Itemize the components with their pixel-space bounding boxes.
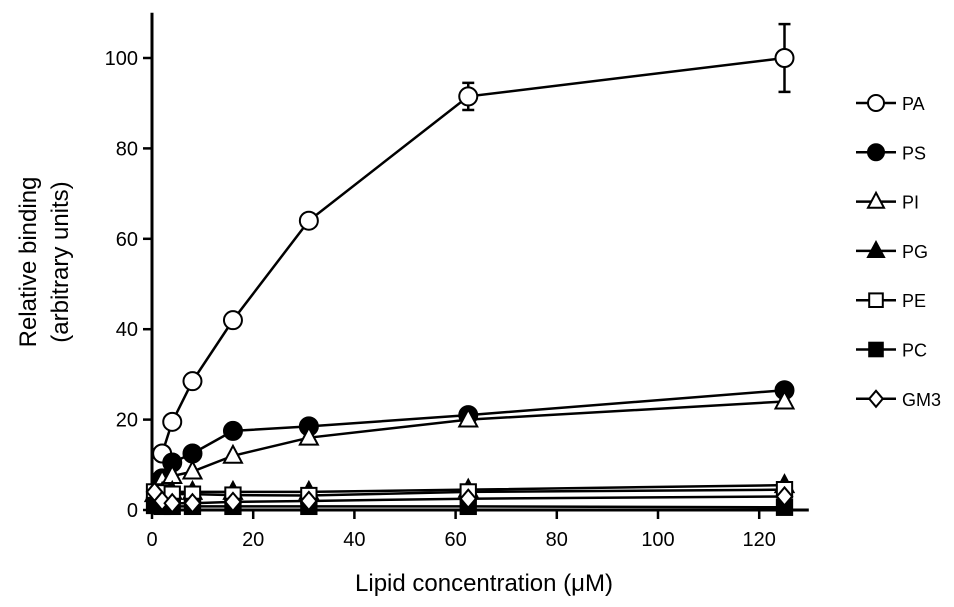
legend: PA PS PI PG PE PC GM3 xyxy=(856,94,941,410)
x-tick-label: 120 xyxy=(743,529,776,551)
series-layer xyxy=(143,22,796,516)
data-point-gm3 xyxy=(459,488,478,510)
y-tick-label: 20 xyxy=(116,410,138,432)
legend-label: PA xyxy=(902,94,925,114)
legend-marker xyxy=(867,389,885,409)
axes: 0 20 40 60 80 100 0 20 40 60 80 100 120 xyxy=(105,12,809,551)
axis-titles: Lipid concentration (μM) Relative bindin… xyxy=(15,177,613,597)
x-tick-label: 60 xyxy=(444,529,466,551)
legend-marker xyxy=(868,292,884,308)
y-axis-label-line-2: (arbitrary units) xyxy=(47,181,74,342)
legend-label: PG xyxy=(902,242,928,262)
data-point-pa xyxy=(182,371,203,392)
y-tick-label: 60 xyxy=(116,229,138,251)
x-tick-label: 100 xyxy=(641,529,674,551)
x-tick-label: 80 xyxy=(546,529,568,551)
data-point-pi xyxy=(298,425,320,446)
legend-label: PS xyxy=(902,143,926,163)
data-point-gm3 xyxy=(775,485,794,507)
data-point-pa xyxy=(162,411,183,432)
series-pa xyxy=(152,22,795,464)
legend-marker xyxy=(866,239,886,259)
data-point-pi xyxy=(457,407,479,428)
series-line-ps xyxy=(161,388,785,480)
data-point-ps xyxy=(222,420,243,441)
legend-marker xyxy=(867,143,885,162)
data-point-pi xyxy=(222,443,244,464)
series-ps xyxy=(152,380,795,489)
legend-label: PE xyxy=(902,291,926,311)
y-axis-label-line-1: Relative binding xyxy=(15,177,42,348)
x-tick-label: 20 xyxy=(242,529,264,551)
data-point-pa xyxy=(298,210,319,231)
legend-marker xyxy=(867,94,885,112)
legend-item-pi: PI xyxy=(856,190,919,213)
legend-marker xyxy=(866,190,886,209)
legend-item-gm3: GM3 xyxy=(856,389,941,410)
series-gm3 xyxy=(145,481,794,514)
x-tick-label: 0 xyxy=(146,529,157,551)
series-pi xyxy=(151,389,796,489)
data-point-pa xyxy=(458,86,479,107)
legend-marker xyxy=(868,341,884,358)
legend-item-pa: PA xyxy=(856,94,925,114)
data-point-pi xyxy=(181,459,204,480)
y-tick-label: 40 xyxy=(116,319,138,341)
data-point-pa xyxy=(222,310,243,331)
x-axis-label: Lipid concentration (μM) xyxy=(355,570,613,597)
y-tick-label: 100 xyxy=(105,48,138,70)
data-point-gm3 xyxy=(223,491,242,513)
data-point-gm3 xyxy=(299,490,318,512)
legend-item-pc: PC xyxy=(856,341,927,361)
data-point-pi xyxy=(773,389,796,410)
data-point-pa xyxy=(774,48,795,68)
y-tick-label: 80 xyxy=(116,138,138,160)
data-point-gm3 xyxy=(153,490,172,512)
legend-label: PC xyxy=(902,341,927,361)
legend-item-pg: PG xyxy=(856,239,928,262)
series-line-pa xyxy=(160,56,785,454)
x-tick-label: 40 xyxy=(343,529,365,551)
data-point-gm3 xyxy=(163,492,182,514)
legend-item-ps: PS xyxy=(856,143,926,163)
data-point-gm3 xyxy=(183,492,202,514)
legend-item-pe: PE xyxy=(856,291,926,311)
legend-label: PI xyxy=(902,193,919,213)
legend-label: GM3 xyxy=(902,390,941,410)
y-tick-label: 0 xyxy=(127,500,138,522)
